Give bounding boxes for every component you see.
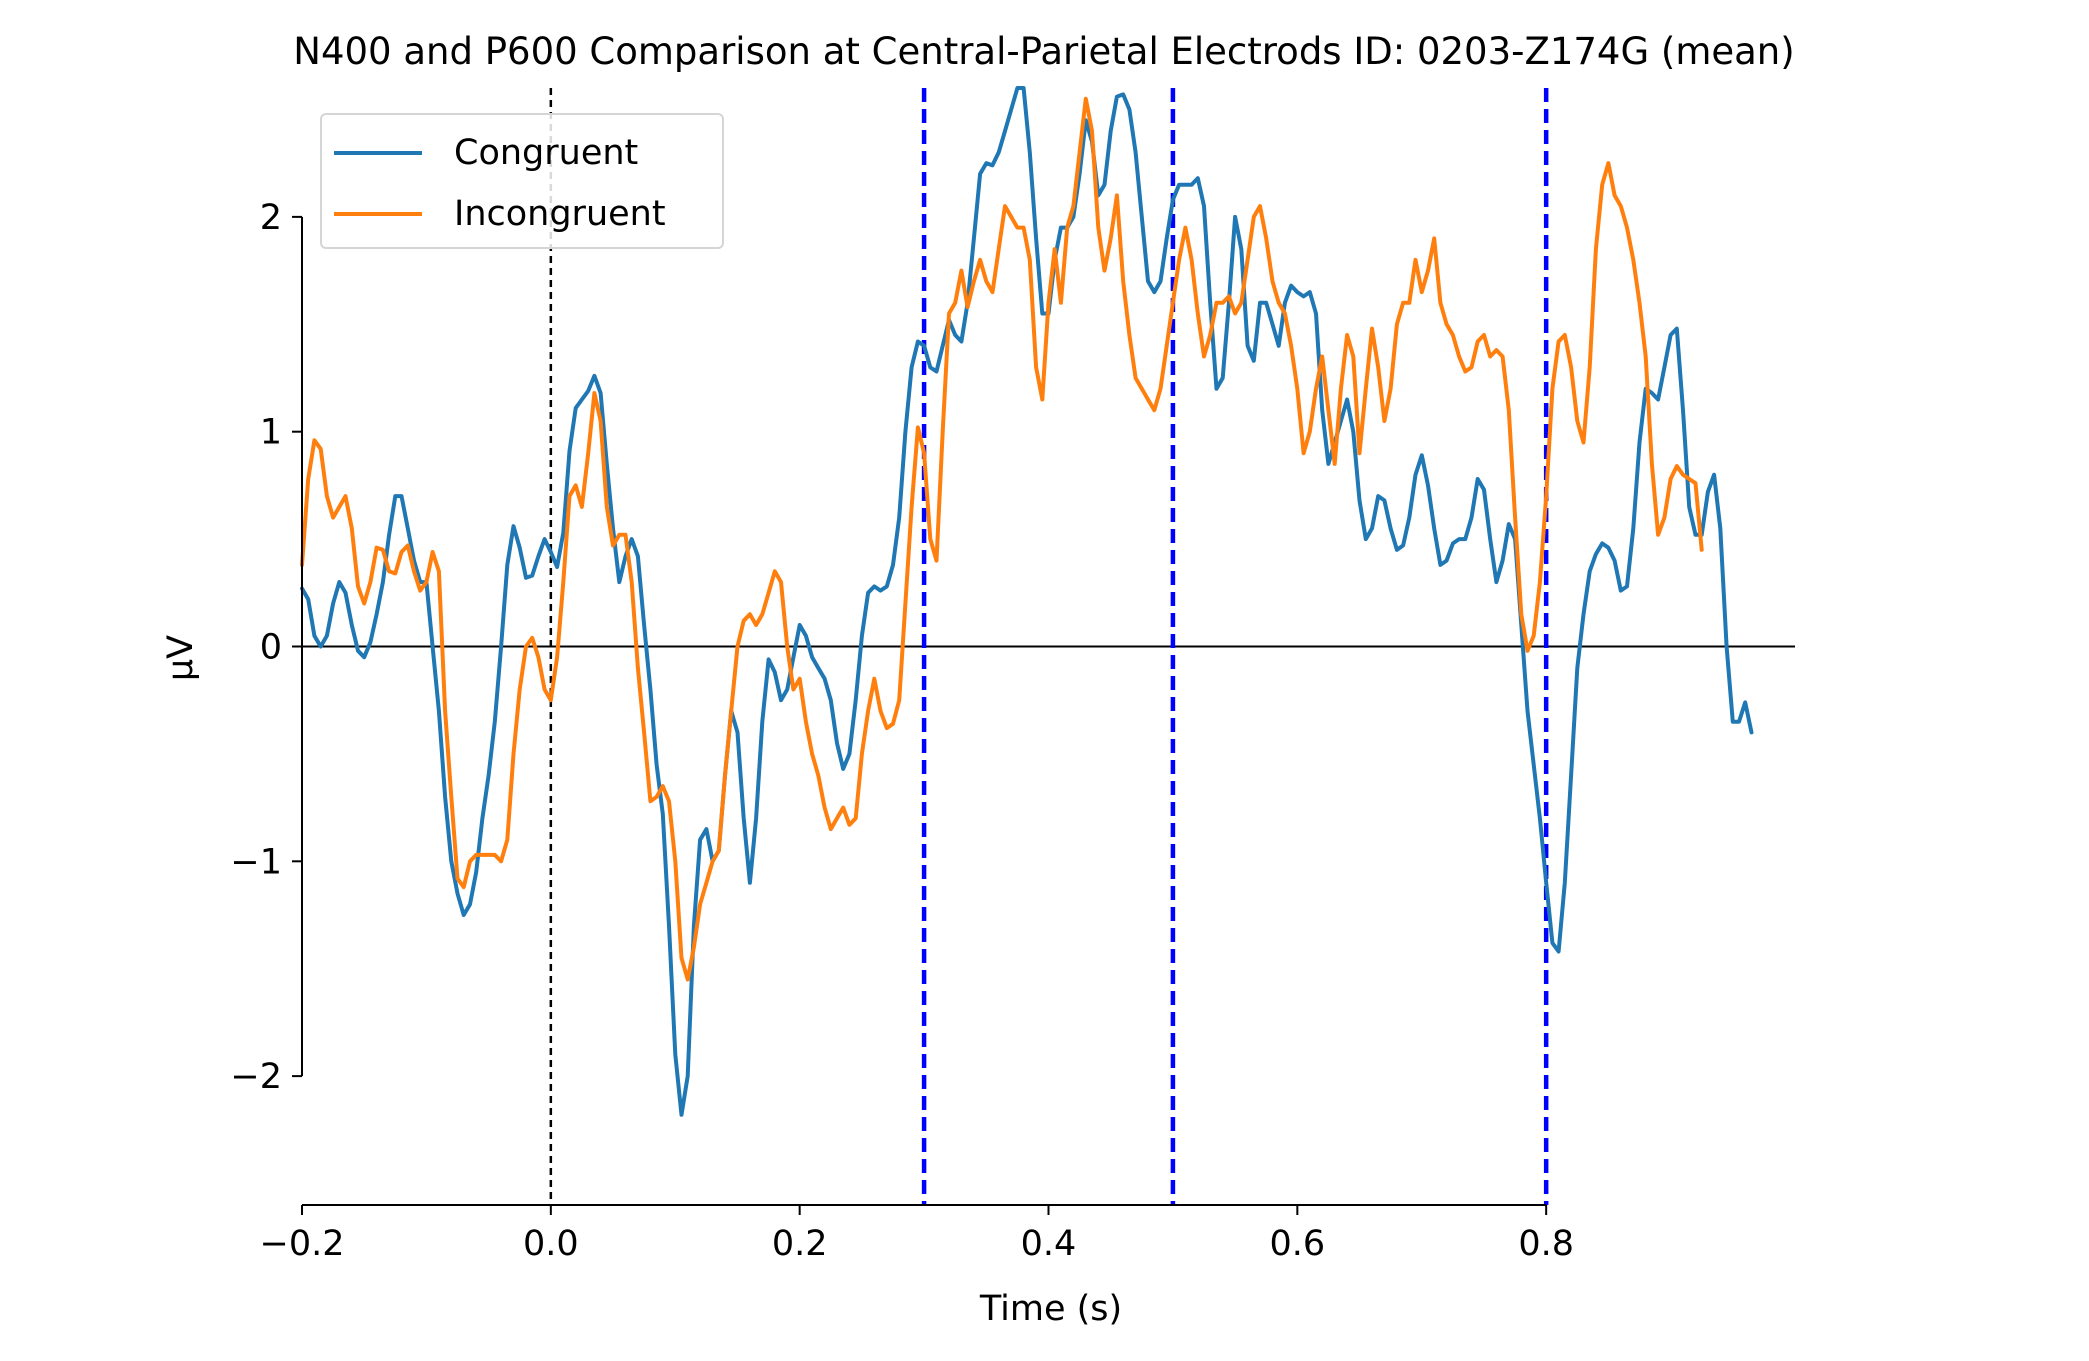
y-tick-label: −1 (230, 842, 282, 882)
legend-swatch-incongruent (334, 212, 422, 216)
series-line-incongruent (300, 96, 1704, 982)
y-ticks: −2 −1 0 1 2 (230, 198, 302, 1097)
y-tick-label: 0 (260, 628, 282, 668)
legend-label-incongruent: Incongruent (454, 194, 666, 234)
window-lines (921, 88, 1549, 1205)
x-axis-label: Time (s) (979, 1289, 1122, 1329)
x-tick-label: 0.2 (772, 1224, 828, 1264)
plot-area (300, 86, 1795, 1205)
x-ticks: −0.2 0.0 0.2 0.4 0.6 0.8 (260, 1205, 1574, 1264)
x-tick-label: 0.0 (523, 1224, 579, 1264)
legend-swatch-congruent (334, 151, 422, 155)
y-tick-label: −2 (230, 1057, 282, 1097)
y-axis: −2 −1 0 1 2 μV (161, 198, 303, 1097)
y-tick-label: 1 (260, 413, 282, 453)
legend-label-congruent: Congruent (454, 133, 639, 173)
x-tick-label: −0.2 (260, 1224, 345, 1264)
y-tick-label: 2 (260, 198, 282, 238)
series-group (300, 86, 1754, 1117)
chart-title: N400 and P600 Comparison at Central-Pari… (293, 30, 1794, 73)
x-tick-label: 0.4 (1021, 1224, 1077, 1264)
y-axis-label: μV (161, 635, 201, 681)
legend-item-incongruent: Incongruent (334, 194, 666, 234)
x-tick-label: 0.6 (1269, 1224, 1325, 1264)
legend: Congruent Incongruent (320, 113, 724, 249)
x-axis: −0.2 0.0 0.2 0.4 0.6 0.8 Time (s) (260, 1204, 1574, 1329)
series-line-congruent (300, 86, 1754, 1117)
x-tick-label: 0.8 (1518, 1224, 1574, 1264)
legend-item-congruent: Congruent (334, 133, 638, 173)
